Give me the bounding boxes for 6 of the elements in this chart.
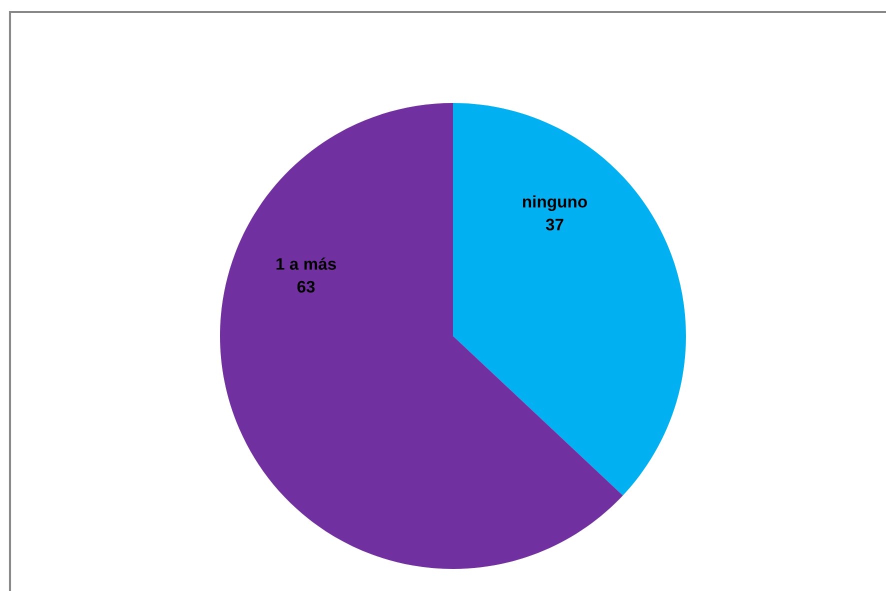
- pie-slice: [453, 103, 686, 496]
- data-label: 37: [546, 218, 564, 230]
- slice-label: 1 a más: [276, 257, 336, 270]
- data-label: 63: [297, 280, 315, 293]
- pie-slice: [220, 103, 623, 569]
- slice-label: ninguno: [523, 195, 587, 211]
